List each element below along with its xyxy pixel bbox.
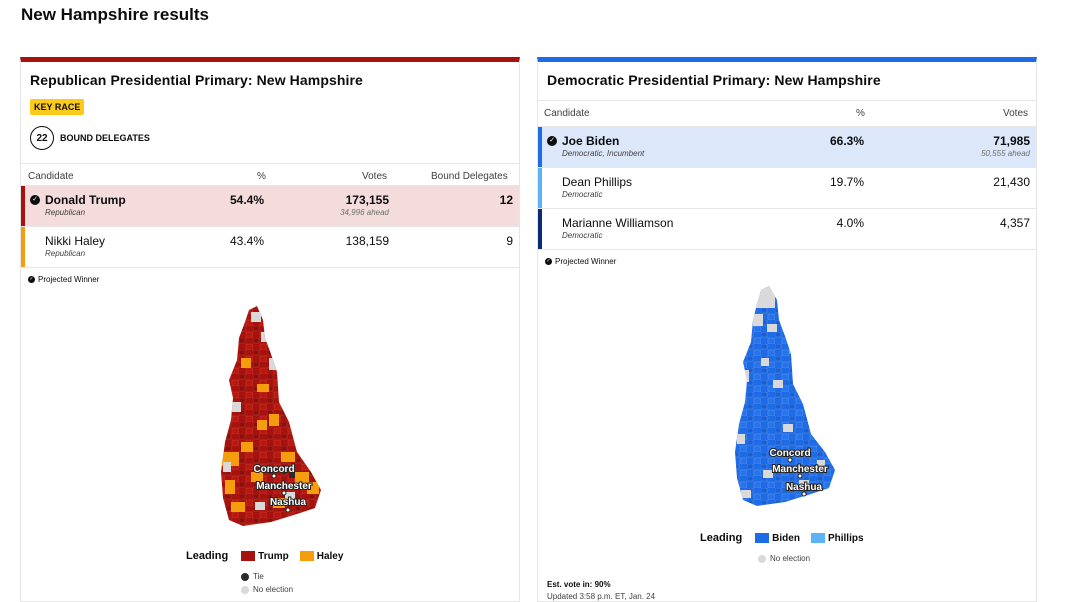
legend-no-election: No election <box>241 585 293 594</box>
city-label-manchester: Manchester <box>256 481 312 492</box>
est-vote-in: Est. vote in: 90% <box>547 580 611 589</box>
card-title: Republican Presidential Primary: New Ham… <box>30 72 363 88</box>
map-legend: Leading Biden Phillips <box>700 532 870 544</box>
candidate-votes: 71,985 <box>993 134 1030 148</box>
legend-title: Leading <box>186 550 229 562</box>
candidate-party: Democratic, Incumbent <box>562 149 645 158</box>
projected-winner-note: ✓ Projected Winner <box>28 275 99 284</box>
city-label-concord: Concord <box>769 448 810 459</box>
candidate-row-williamson[interactable]: Marianne Williamson Democratic 4.0% 4,35… <box>538 208 1036 249</box>
table-bottom-rule <box>21 267 519 268</box>
table-header: Candidate % Votes <box>538 100 1036 125</box>
candidate-row-phillips[interactable]: Dean Phillips Democratic 19.7% 21,430 <box>538 167 1036 208</box>
legend-item-biden: Biden <box>755 533 800 544</box>
projected-winner-label: Projected Winner <box>38 275 100 284</box>
header-candidate: Candidate <box>28 171 74 182</box>
city-label-nashua: Nashua <box>786 482 823 493</box>
map-city-labels: Concord Manchester Nashua <box>252 463 313 513</box>
page-title: New Hampshire results <box>21 5 210 24</box>
projected-winner-label: Projected Winner <box>555 257 617 266</box>
updated-timestamp: Updated 3:58 p.m. ET, Jan. 24 <box>547 592 656 601</box>
header-candidate: Candidate <box>544 108 590 119</box>
header-votes: Votes <box>362 171 388 182</box>
democratic-results-card: Democratic Presidential Primary: New Ham… <box>537 57 1037 602</box>
city-label-nashua: Nashua <box>270 497 307 508</box>
legend-item-trump: Trump <box>241 551 289 562</box>
tie-dot <box>241 572 249 581</box>
check-icon: ✓ <box>545 258 552 265</box>
card-title: Democratic Presidential Primary: New Ham… <box>547 72 881 88</box>
new-hampshire-county-map[interactable]: Concord <box>211 302 331 532</box>
city-label-concord: Concord <box>253 464 294 475</box>
candidate-row-haley[interactable]: Nikki Haley Republican 43.4% 138,159 9 <box>21 226 519 267</box>
check-icon: ✓ <box>547 136 557 146</box>
table-header: Candidate % Votes Bound Delegates <box>21 163 519 188</box>
candidate-name: Marianne Williamson <box>562 216 674 230</box>
candidate-row-biden[interactable]: ✓ Joe Biden Democratic, Incumbent 66.3% … <box>538 126 1036 167</box>
check-icon: ✓ <box>30 195 40 205</box>
candidate-delegates: 12 <box>499 193 513 207</box>
new-hampshire-county-map[interactable] <box>733 284 843 514</box>
votes-ahead: 50,555 ahead <box>981 149 1030 158</box>
candidate-name: Joe Biden <box>562 134 620 148</box>
candidate-pct: 43.4% <box>229 234 264 248</box>
legend-tie: Tie <box>241 572 264 581</box>
candidate-party: Republican <box>45 208 86 217</box>
map-legend: Leading Trump Haley <box>186 550 349 562</box>
candidate-votes: 21,430 <box>993 175 1030 189</box>
header-votes: Votes <box>1003 108 1029 119</box>
candidate-name: Nikki Haley <box>45 234 106 248</box>
check-icon: ✓ <box>28 276 35 283</box>
party-color-bar <box>21 227 25 267</box>
candidate-pct: 66.3% <box>829 134 864 148</box>
legend-swatch <box>299 551 314 561</box>
candidate-votes: 173,155 <box>345 193 389 207</box>
candidate-row-trump[interactable]: ✓ Donald Trump Republican 54.4% 173,155 … <box>21 185 519 226</box>
legend-no-election: No election <box>758 554 810 563</box>
table-bottom-rule <box>538 249 1036 250</box>
candidate-votes: 138,159 <box>345 234 389 248</box>
party-color-bar <box>538 127 542 167</box>
candidate-pct: 54.4% <box>229 193 264 207</box>
legend-swatch <box>810 533 825 543</box>
candidate-votes: 4,357 <box>999 216 1030 230</box>
no-election-dot <box>758 554 766 563</box>
no-election-dot <box>241 585 249 594</box>
header-pct: % <box>257 171 266 182</box>
party-color-bar <box>538 209 542 249</box>
city-label-manchester: Manchester <box>772 464 828 475</box>
legend-item-haley: Haley <box>299 551 343 562</box>
candidate-pct: 19.7% <box>829 175 864 189</box>
projected-winner-note: ✓ Projected Winner <box>545 257 616 266</box>
bound-delegates: 22 BOUND DELEGATES <box>30 126 150 150</box>
legend-swatch <box>755 533 770 543</box>
candidate-delegates: 9 <box>506 234 513 248</box>
header-delegates: Bound Delegates <box>431 171 508 182</box>
delegates-label: BOUND DELEGATES <box>60 133 150 143</box>
legend-title: Leading <box>700 532 743 544</box>
header-pct: % <box>856 108 865 119</box>
legend-item-phillips: Phillips <box>810 533 864 544</box>
candidate-party: Democratic <box>562 190 603 199</box>
votes-ahead: 34,996 ahead <box>340 208 389 217</box>
candidate-party: Republican <box>45 249 86 258</box>
republican-results-card: Republican Presidential Primary: New Ham… <box>20 57 520 602</box>
candidate-pct: 4.0% <box>836 216 864 230</box>
delegates-count: 22 <box>30 126 54 150</box>
candidate-party: Democratic <box>562 231 603 240</box>
legend-swatch <box>241 551 256 561</box>
party-color-bar <box>538 168 542 208</box>
candidate-name: Donald Trump <box>45 193 126 207</box>
party-color-bar <box>21 186 25 226</box>
candidate-name: Dean Phillips <box>562 175 633 189</box>
map-city-labels: Concord Manchester Nashua <box>768 447 829 497</box>
key-race-badge: KEY RACE <box>30 99 85 115</box>
